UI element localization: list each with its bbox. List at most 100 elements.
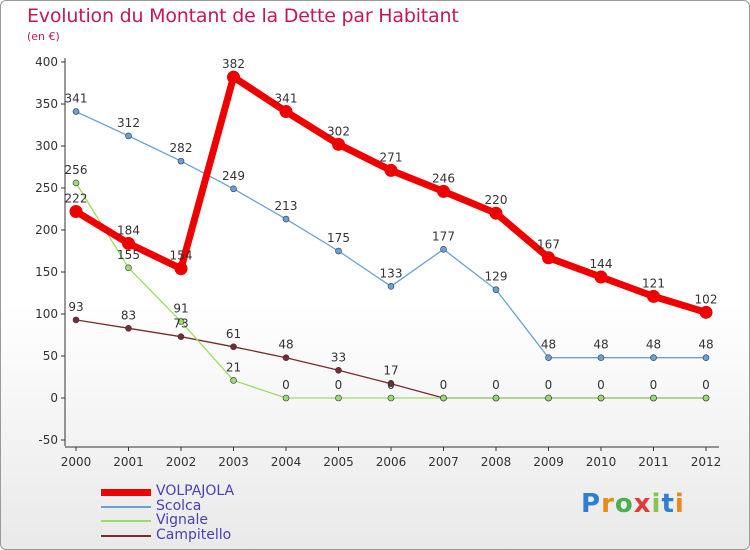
data-label-vignale: 155	[117, 248, 140, 262]
data-point-scolca	[72, 108, 80, 115]
data-point-volpajola	[227, 70, 240, 84]
x-tick-label: 2003	[218, 455, 249, 469]
data-point-volpajola	[122, 236, 135, 250]
series-lines	[72, 73, 710, 399]
data-label-campitello: 0	[492, 378, 500, 392]
data-point-volpajola	[279, 105, 293, 119]
data-point-scolca	[125, 132, 132, 140]
data-point-campitello	[282, 354, 290, 361]
data-point-scolca	[335, 247, 342, 255]
legend-swatch-vignale	[101, 520, 151, 522]
data-label-volpajola: 144	[590, 257, 613, 271]
data-label-scolca: 175	[327, 231, 350, 245]
data-point-vignale	[387, 394, 395, 402]
data-point-scolca	[230, 185, 237, 193]
data-label-scolca: 177	[432, 229, 455, 243]
legend-label-vignale: Vignale	[156, 512, 209, 528]
data-label-volpajola: 167	[537, 238, 560, 252]
legend-swatch-volpajola	[101, 488, 151, 496]
y-tick-label: 350	[35, 97, 58, 111]
y-tick-label: 150	[35, 265, 58, 279]
data-point-volpajola	[437, 184, 450, 198]
legend-swatch-campitello	[101, 534, 151, 537]
data-label-campitello: 83	[121, 308, 136, 322]
data-label-campitello: 48	[278, 338, 293, 352]
data-label-scolca: 48	[698, 338, 713, 352]
data-point-scolca	[597, 354, 605, 361]
x-tick-label: 2009	[533, 455, 564, 469]
data-label-campitello: 17	[383, 364, 398, 378]
data-point-scolca	[650, 354, 657, 361]
x-tick-label: 2012	[691, 455, 722, 469]
x-tick-label: 2005	[323, 455, 354, 469]
data-label-campitello: 0	[597, 378, 605, 392]
x-tick-label: 2007	[428, 455, 459, 469]
y-tick-label: 50	[43, 349, 58, 363]
chart-subtitle: (en €)	[27, 30, 60, 43]
data-point-scolca	[177, 157, 185, 165]
data-label-scolca: 48	[646, 338, 661, 352]
data-label-scolca: 133	[380, 266, 403, 280]
y-tick-label: 0	[50, 391, 58, 405]
data-point-campitello	[335, 366, 342, 374]
data-point-vignale	[282, 394, 290, 402]
data-point-scolca	[702, 354, 710, 361]
data-label-scolca: 129	[485, 270, 508, 284]
data-label-volpajola: 220	[485, 193, 508, 207]
data-label-volpajola: 154	[170, 249, 193, 263]
y-tick-label: 400	[35, 55, 58, 69]
data-point-volpajola	[542, 251, 555, 265]
x-tick-label: 2006	[376, 455, 407, 469]
data-label-campitello: 61	[226, 327, 241, 341]
x-tick-label: 2004	[271, 455, 302, 469]
data-label-scolca: 48	[541, 338, 556, 352]
data-label-vignale: 0	[387, 378, 395, 392]
legend-label-campitello: Campitello	[156, 526, 232, 543]
y-tick-label: 300	[35, 139, 58, 153]
data-point-campitello	[230, 343, 237, 351]
data-point-scolca	[545, 354, 552, 361]
x-tick-label: 2011	[638, 455, 669, 469]
data-point-vignale	[545, 394, 552, 402]
data-label-campitello: 0	[650, 378, 658, 392]
data-label-volpajola: 184	[117, 223, 140, 237]
data-point-volpajola	[332, 137, 345, 151]
data-point-vignale	[230, 377, 237, 384]
data-label-campitello: 33	[331, 350, 346, 364]
data-label-vignale: 0	[282, 378, 290, 392]
data-label-campitello: 0	[545, 378, 553, 392]
data-point-vignale	[335, 394, 342, 402]
x-tick-label: 2000	[61, 455, 92, 469]
data-label-volpajola: 121	[642, 276, 665, 290]
y-tick-label: 200	[35, 223, 58, 237]
data-point-volpajola	[69, 205, 83, 219]
data-label-volpajola: 302	[327, 124, 350, 138]
data-label-volpajola: 271	[380, 150, 403, 164]
legend-label-scolca: Scolca	[156, 497, 202, 514]
data-point-vignale	[440, 394, 447, 402]
data-label-vignale: 91	[173, 302, 188, 316]
y-tick-label: -50	[38, 433, 58, 447]
data-label-vignale: 21	[226, 360, 241, 374]
chart-axes: -50 0 50 100 150 200 250 300 350 400 2000 2001 2002 2…	[35, 55, 721, 469]
proxiti-logo: Proxiti	[581, 489, 685, 519]
data-point-vignale	[597, 394, 605, 402]
data-label-scolca: 312	[117, 116, 140, 130]
data-label-volpajola: 382	[222, 57, 245, 71]
data-point-volpajola	[384, 163, 398, 177]
data-label-campitello: 0	[702, 378, 710, 392]
series-points	[69, 70, 713, 402]
data-label-scolca: 249	[222, 169, 245, 183]
legend-label-volpajola: VOLPAJOLA	[156, 483, 235, 499]
y-tick-label: 100	[35, 307, 58, 321]
data-point-campitello	[177, 333, 185, 340]
data-point-volpajola	[647, 289, 660, 303]
data-point-campitello	[387, 380, 395, 388]
data-label-volpajola: 102	[695, 292, 718, 306]
data-label-campitello: 0	[440, 378, 448, 392]
legend-swatch-scolca	[101, 505, 151, 508]
data-point-volpajola	[174, 262, 188, 276]
